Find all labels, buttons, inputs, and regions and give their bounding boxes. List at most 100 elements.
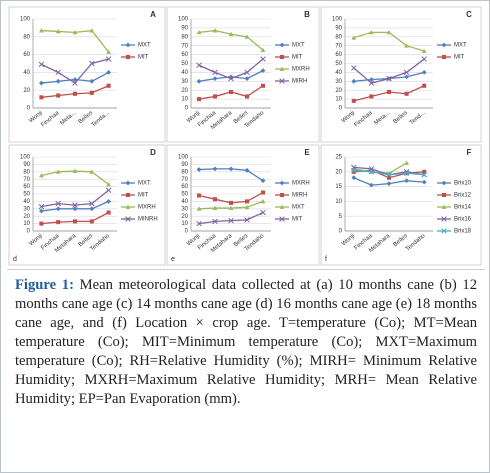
marker <box>404 160 409 165</box>
marker <box>212 197 218 202</box>
marker <box>369 182 374 188</box>
marker <box>351 35 357 40</box>
marker <box>39 221 44 226</box>
marker <box>422 83 427 88</box>
y-tick-label: 80 <box>181 34 188 40</box>
y-tick-label: 80 <box>23 169 30 175</box>
legend-label: MXT <box>292 205 305 211</box>
marker <box>72 202 78 208</box>
y-tick-label: 10 <box>181 97 188 103</box>
panel-label: F <box>467 148 472 157</box>
y-tick-label: 50 <box>335 61 342 67</box>
panel-label: E <box>304 148 310 157</box>
marker <box>125 54 131 60</box>
y-tick-label: 100 <box>20 17 31 23</box>
y-tick-label: 60 <box>181 52 188 58</box>
marker <box>422 169 427 174</box>
marker <box>386 75 392 82</box>
y-tick-label: 50 <box>181 192 188 198</box>
marker <box>368 80 375 86</box>
marker <box>125 204 131 209</box>
y-tick-label: 70 <box>23 177 30 183</box>
marker <box>196 167 202 172</box>
legend-label: MXT <box>292 43 305 49</box>
marker <box>369 77 374 82</box>
marker <box>196 193 202 198</box>
marker <box>196 220 202 227</box>
marker <box>212 94 218 99</box>
marker <box>55 29 61 34</box>
y-tick-label: 30 <box>23 206 30 212</box>
caption-text: Mean meteorological data collected at (a… <box>15 277 477 407</box>
legend-label: MIRH <box>292 79 307 85</box>
legend-label: MINRH <box>138 217 158 223</box>
marker <box>369 29 374 35</box>
marker <box>403 170 410 177</box>
marker <box>56 93 61 98</box>
marker <box>55 206 61 212</box>
y-tick-label: 30 <box>335 79 342 85</box>
y-tick-label: 10 <box>181 221 188 227</box>
marker <box>244 94 250 99</box>
marker <box>106 210 111 215</box>
marker <box>212 28 218 33</box>
panel-label: B <box>304 10 310 19</box>
marker <box>196 78 202 84</box>
y-tick-label: 15 <box>335 184 342 190</box>
y-tick-label: 25 <box>335 155 342 161</box>
marker <box>105 56 112 62</box>
marker <box>72 29 78 35</box>
y-tick-label: 20 <box>23 88 30 94</box>
y-tick-label: 20 <box>335 88 342 94</box>
marker <box>260 190 266 195</box>
marker <box>228 205 234 210</box>
marker <box>89 78 95 84</box>
marker <box>441 54 447 60</box>
marker <box>72 168 78 173</box>
marker <box>212 218 218 225</box>
marker <box>72 80 78 86</box>
marker <box>56 220 61 225</box>
marker <box>351 175 357 181</box>
marker <box>279 66 285 71</box>
marker <box>106 181 111 187</box>
marker <box>244 217 250 223</box>
legend-label: Brix14 <box>454 205 472 211</box>
marker <box>39 28 44 33</box>
y-tick-label: 10 <box>335 199 342 205</box>
legend-label: MIT <box>138 193 149 199</box>
y-tick-label: 20 <box>181 88 188 94</box>
legend-label: MXRH <box>292 67 310 73</box>
marker <box>212 69 218 76</box>
marker <box>106 70 111 75</box>
marker <box>279 78 285 84</box>
y-tick-label: 0 <box>339 106 343 112</box>
y-tick-label: 0 <box>185 106 189 112</box>
y-tick-label: 70 <box>181 43 188 49</box>
legend-label: MIT <box>292 55 303 61</box>
y-tick-label: 60 <box>23 52 30 58</box>
legend-label: MIT <box>292 217 303 223</box>
marker <box>421 179 427 185</box>
marker <box>125 192 131 198</box>
y-tick-label: 40 <box>23 199 30 205</box>
marker <box>386 89 392 95</box>
panel-label: C <box>466 10 472 19</box>
marker <box>89 60 95 67</box>
y-tick-label: 20 <box>23 214 30 220</box>
marker <box>279 216 285 222</box>
y-tick-label: 50 <box>23 192 30 198</box>
marker <box>279 204 285 209</box>
legend-label: MIT <box>454 55 465 61</box>
marker <box>39 173 44 178</box>
y-tick-label: 20 <box>335 169 342 175</box>
marker <box>279 54 285 60</box>
marker <box>260 47 266 53</box>
marker <box>38 203 45 210</box>
marker <box>441 228 447 234</box>
marker <box>89 200 95 207</box>
y-tick-label: 0 <box>27 229 31 235</box>
marker <box>55 200 61 207</box>
